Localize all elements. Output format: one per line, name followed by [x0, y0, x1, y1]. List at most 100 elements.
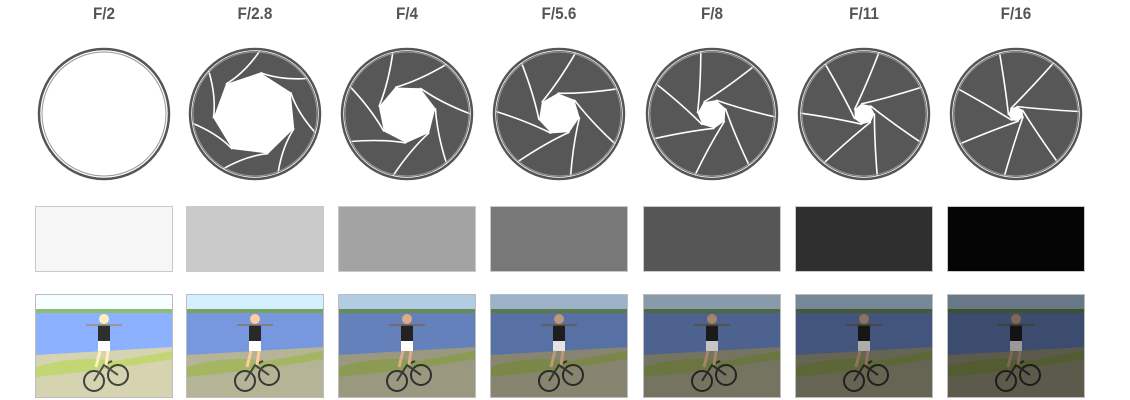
- blade-seam: [419, 87, 471, 115]
- blade-seam: [694, 120, 726, 176]
- inner-ring: [192, 51, 318, 177]
- stop-column: F/4: [338, 0, 476, 400]
- far-shore: [187, 309, 323, 315]
- inner-ring: [649, 51, 775, 177]
- stop-column: F/16: [947, 0, 1085, 400]
- f-stop-label: F/2: [92, 4, 116, 23]
- cyclist: [538, 314, 584, 392]
- blade-seam: [208, 70, 216, 119]
- blade-seam: [823, 121, 872, 164]
- blade-seam: [541, 52, 577, 103]
- aperture-opening: [539, 93, 580, 134]
- aperture-diagram: [492, 47, 626, 181]
- blade-seam: [223, 152, 269, 170]
- blade-seam: [394, 63, 447, 89]
- blade-seam: [289, 92, 316, 134]
- exposure-photo: [795, 294, 933, 398]
- far-shore: [36, 309, 172, 315]
- stop-column: F/5.6: [490, 0, 628, 400]
- cyclist: [843, 314, 889, 392]
- blade-seam: [392, 132, 430, 176]
- aperture-diagram: [188, 47, 322, 181]
- sky: [36, 295, 172, 313]
- blade-seam: [853, 52, 880, 111]
- blade-seam: [824, 63, 856, 120]
- sky: [948, 295, 1084, 313]
- inner-ring: [801, 51, 927, 177]
- exposure-swatch: [338, 206, 476, 272]
- exposure-swatch: [795, 206, 933, 272]
- far-shore: [644, 309, 780, 315]
- blade-seam: [1016, 105, 1080, 113]
- blade-seam: [957, 88, 1013, 122]
- far-shore: [339, 309, 475, 315]
- blade-seam: [653, 127, 715, 140]
- aperture-opening: [213, 72, 295, 154]
- exposure-photo: [643, 294, 781, 398]
- cyclist: [995, 314, 1041, 392]
- f-stop-label: F/2.8: [237, 4, 273, 23]
- inner-ring: [41, 51, 167, 177]
- blade-seam: [557, 88, 617, 95]
- far-shore: [491, 309, 627, 315]
- far-shore: [796, 309, 932, 315]
- exposure-swatch: [947, 206, 1085, 272]
- sky: [796, 295, 932, 313]
- outer-ring: [645, 47, 779, 181]
- blade-seam: [1021, 109, 1058, 163]
- inner-ring: [953, 51, 1079, 177]
- aperture-opening: [1008, 106, 1024, 121]
- blade-seam: [259, 71, 308, 80]
- far-shore: [948, 309, 1084, 315]
- blade-seam: [960, 120, 1019, 145]
- exposure-photo: [490, 294, 628, 398]
- outer-ring: [188, 47, 322, 181]
- aperture-diagram: [645, 47, 779, 181]
- blade-seam: [703, 65, 754, 103]
- aperture-opening: [854, 103, 875, 125]
- blade-seam: [873, 113, 878, 176]
- blade-seam: [696, 51, 702, 114]
- stop-column: F/2: [35, 0, 173, 400]
- blade-seam: [225, 50, 261, 85]
- aperture-diagram: [340, 47, 474, 181]
- blade-seam: [800, 112, 863, 126]
- f-stop-label: F/8: [700, 4, 724, 23]
- exposure-swatch: [35, 206, 173, 272]
- outer-ring: [797, 47, 931, 181]
- blade-seam: [277, 127, 295, 173]
- aperture-diagram: [949, 47, 1083, 181]
- cyclist: [234, 314, 280, 392]
- f-stop-label: F/5.6: [541, 4, 577, 23]
- cyclist: [83, 314, 129, 392]
- blade-seam: [573, 99, 616, 145]
- stop-column: F/2.8: [186, 0, 324, 400]
- sky: [491, 295, 627, 313]
- cyclist: [386, 314, 432, 392]
- outer-ring: [492, 47, 626, 181]
- inner-ring: [496, 51, 622, 177]
- f-stop-label: F/11: [849, 4, 879, 23]
- exposure-swatch: [643, 206, 781, 272]
- aperture-diagram: [797, 47, 931, 181]
- outer-ring: [340, 47, 474, 181]
- sky: [187, 295, 323, 313]
- stop-column: F/8: [643, 0, 781, 400]
- blade-seam: [715, 99, 776, 118]
- blade-seam: [495, 110, 552, 135]
- sky: [644, 295, 780, 313]
- inner-ring: [344, 51, 470, 177]
- blade-seam: [192, 122, 233, 150]
- outer-ring: [37, 47, 171, 181]
- f-stop-label: F/16: [1000, 4, 1032, 23]
- blade-seam: [1003, 116, 1024, 177]
- blade-seam: [520, 63, 540, 121]
- aperture-opening: [697, 100, 726, 129]
- exposure-photo: [186, 294, 324, 398]
- outer-ring: [949, 47, 1083, 181]
- exposure-swatch: [490, 206, 628, 272]
- aperture-opening: [378, 87, 436, 143]
- cyclist: [691, 314, 737, 392]
- blade-seam: [1009, 62, 1054, 110]
- blade-seam: [349, 86, 385, 132]
